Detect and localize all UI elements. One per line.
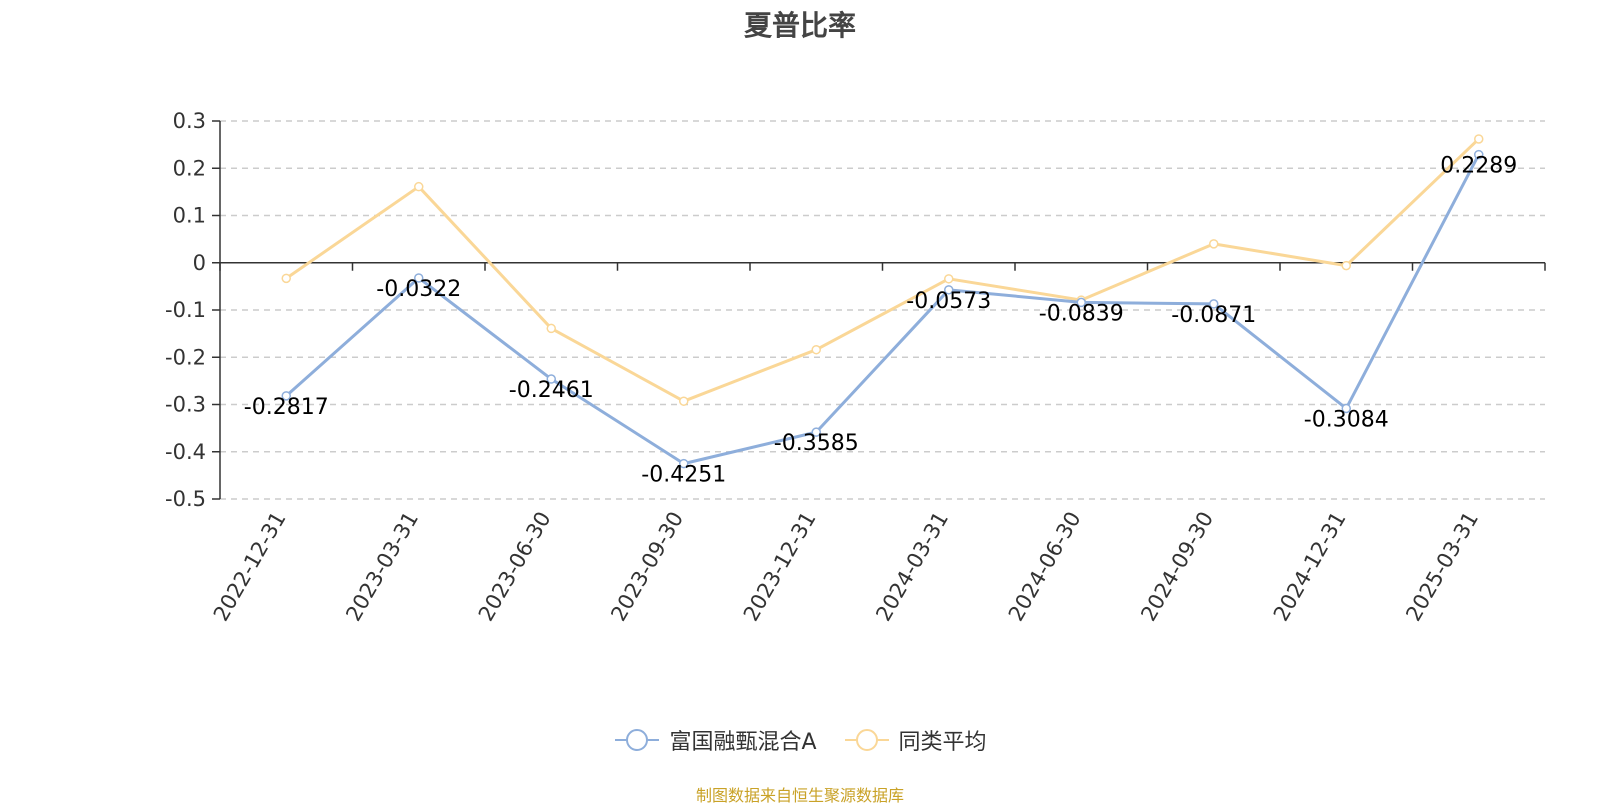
data-point[interactable]: [944, 274, 954, 284]
y-tick-label: 0.1: [173, 204, 206, 228]
data-point[interactable]: [414, 273, 424, 283]
x-tick-label: 2024-12-31: [1269, 508, 1351, 626]
data-labels: -0.2817 -0.0322 -0.2461 -0.4251 -0.3585 -0.05…: [244, 154, 1517, 488]
x-tick-label: 2024-03-31: [871, 508, 953, 626]
y-tick-label: 0.2: [173, 156, 206, 180]
x-tick-label: 2023-09-30: [606, 508, 688, 626]
legend-circle-icon: [615, 729, 660, 751]
data-label: -0.0839: [1039, 301, 1124, 326]
data-point[interactable]: [281, 391, 291, 401]
data-point[interactable]: [1341, 260, 1351, 271]
y-tick-label: -0.1: [165, 298, 206, 322]
x-tick-label: 2025-03-31: [1401, 508, 1483, 626]
data-point[interactable]: [1341, 403, 1351, 414]
data-label: 0.2289: [1440, 154, 1517, 179]
y-tick-label: -0.2: [165, 345, 206, 369]
grid-lines: [220, 120, 1545, 500]
data-point[interactable]: [1076, 297, 1086, 308]
data-point[interactable]: [1474, 149, 1484, 160]
data-label: -0.0322: [376, 277, 461, 302]
y-tick-label: 0.3: [173, 109, 206, 133]
legend-item-fund[interactable]: 富国融甄混合A: [613, 724, 817, 756]
data-point[interactable]: [1209, 239, 1219, 249]
axes: 0.3 0.2 0.1 0 -0.1 -0.2 -0.3 -0.4 -0.52022-12-31…: [165, 109, 1546, 626]
data-point[interactable]: [1474, 134, 1484, 144]
data-point[interactable]: [281, 273, 291, 284]
data-point[interactable]: [546, 374, 556, 384]
legend-item-average[interactable]: 同类平均: [843, 724, 987, 756]
data-label: -0.4251: [641, 463, 726, 488]
data-point[interactable]: [546, 323, 556, 334]
series-line-1: [285, 137, 1480, 403]
data-label: -0.2817: [244, 395, 329, 420]
data-label: -0.2461: [509, 378, 594, 403]
data-label: -0.3585: [774, 431, 859, 456]
legend: 富国融甄混合A 同类平均: [0, 724, 1600, 756]
data-point[interactable]: [944, 285, 954, 295]
y-tick-label: -0.5: [165, 487, 206, 511]
legend-label-fund: 富国融甄混合A: [669, 730, 817, 755]
x-tick-label: 2023-12-31: [739, 508, 821, 626]
y-tick-label: 0: [193, 251, 206, 275]
data-point[interactable]: [1209, 299, 1219, 309]
data-point[interactable]: [811, 427, 821, 437]
x-tick-label: 2024-06-30: [1004, 508, 1086, 626]
data-label: -0.3084: [1304, 407, 1389, 432]
y-tick-label: -0.4: [165, 440, 206, 464]
legend-label-average: 同类平均: [898, 730, 987, 755]
x-tick-label: 2024-09-30: [1136, 508, 1218, 626]
data-point[interactable]: [811, 344, 821, 355]
legend-circle-icon: [844, 729, 889, 751]
x-tick-label: 2022-12-31: [209, 508, 291, 626]
data-label: -0.0871: [1171, 303, 1256, 328]
x-tick-label: 2023-06-30: [474, 508, 556, 626]
chart-title: 夏普比率: [743, 9, 856, 42]
series-line-0: [285, 153, 1481, 466]
source-note: 制图数据来自恒生聚源数据库: [695, 786, 904, 805]
x-tick-label: 2023-03-31: [341, 508, 423, 626]
series-lines: [281, 134, 1484, 469]
y-tick-label: -0.3: [165, 393, 206, 417]
data-label: -0.0573: [906, 289, 991, 314]
data-point[interactable]: [679, 458, 689, 469]
data-point[interactable]: [414, 181, 424, 192]
data-point[interactable]: [679, 396, 689, 406]
